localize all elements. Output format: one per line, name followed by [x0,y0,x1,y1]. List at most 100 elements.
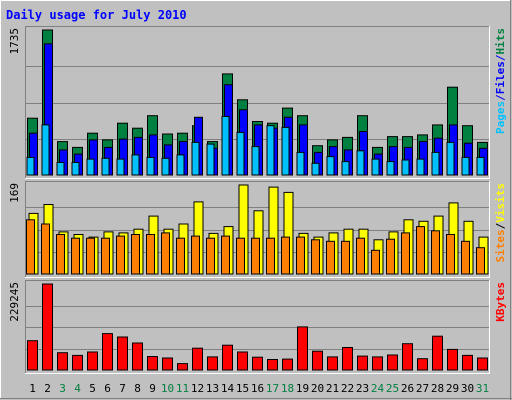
bar-sites-day-29 [446,234,455,275]
x-tick-label-day-22: 22 [341,382,354,395]
bar-sites-day-3 [56,234,65,275]
bar-pages-day-29 [446,141,455,176]
series-pages [26,116,485,176]
bar-sites-day-31 [476,247,485,275]
legend-entry: Hits [494,28,507,55]
bar-kbytes-day-13 [207,356,218,371]
series-sites [26,219,485,275]
bar-pages-day-15 [236,131,245,176]
bar-sites-day-10 [161,232,170,275]
x-tick-label-day-14: 14 [221,382,235,395]
bar-pages-day-11 [176,154,185,176]
bar-kbytes-day-19 [297,326,308,371]
x-tick-label-day-18: 18 [281,382,294,395]
bar-pages-day-8 [131,154,140,176]
bar-pages-day-16 [251,146,260,176]
bar-kbytes-day-2 [42,283,53,371]
bar-sites-day-27 [416,226,425,275]
x-tick-label-day-24: 24 [371,382,385,395]
x-tick-label-day-23: 23 [356,382,369,395]
bar-kbytes-day-7 [117,336,128,371]
bar-pages-day-10 [161,157,170,176]
bar-pages-day-6 [101,157,110,176]
x-tick-label-day-13: 13 [206,382,219,395]
series-kbytes [27,283,488,371]
bar-sites-day-26 [401,232,410,275]
bar-pages-day-24 [371,158,380,176]
bar-sites-day-16 [251,237,260,275]
bar-pages-day-7 [116,158,125,176]
bar-sites-day-21 [326,240,335,275]
x-tick-label-day-29: 29 [446,382,459,395]
bar-pages-day-21 [326,156,335,176]
bar-kbytes-day-8 [132,342,143,371]
x-tick-label-day-19: 19 [296,382,309,395]
x-tick-label-day-16: 16 [251,382,264,395]
bar-kbytes-day-22 [342,347,353,371]
bar-kbytes-day-31 [477,357,488,371]
bar-kbytes-day-10 [162,357,173,371]
bar-pages-day-31 [476,156,485,176]
x-tick-label-day-1: 1 [29,382,36,395]
bar-kbytes-day-3 [57,352,68,371]
bar-pages-day-23 [356,150,365,176]
x-tick-label-day-10: 10 [161,382,174,395]
bar-kbytes-day-18 [282,358,293,371]
bar-sites-day-30 [461,240,470,275]
x-tick-label-day-26: 26 [401,382,414,395]
x-tick-label-day-9: 9 [149,382,156,395]
bar-kbytes-day-5 [87,351,98,371]
bar-sites-day-14 [221,235,230,275]
bar-pages-day-27 [416,158,425,176]
bar-sites-day-4 [71,237,80,275]
bar-pages-day-5 [86,158,95,176]
bar-kbytes-day-29 [447,348,458,371]
x-tick-label-day-28: 28 [431,382,444,395]
bar-kbytes-day-24 [372,356,383,371]
bar-kbytes-day-6 [102,333,113,371]
bar-kbytes-day-11 [177,363,188,371]
legend-entry: / [494,54,507,61]
panel-visits-sites: 169 Sites/Visits [8,181,507,278]
bar-sites-day-6 [101,237,110,275]
panel-kbytes: 229245 KBytes [8,280,507,374]
bar-sites-day-18 [281,236,290,275]
x-tick-label-day-31: 31 [476,382,489,395]
y-max-label: 169 [8,183,21,203]
chart-panels: 1735Pages/Files/Hits169Sites/Visits22924… [8,26,507,374]
x-tick-label-day-30: 30 [461,382,474,395]
bar-kbytes-day-9 [147,356,158,371]
bar-sites-day-1 [26,219,35,275]
x-axis: 1 2 3 4 5 6 7 8 9 10 11 12 13 14 15 16 17 18 19 20 21 22 23 24 2… [29,382,489,395]
x-tick-label-day-25: 25 [386,382,399,395]
x-tick-label-day-15: 15 [236,382,249,395]
bar-sites-day-8 [131,234,140,275]
x-tick-label-day-2: 2 [44,382,51,395]
bar-kbytes-day-4 [72,354,83,371]
x-tick-label-day-12: 12 [191,382,204,395]
bar-kbytes-day-21 [327,356,338,371]
bar-sites-day-20 [311,239,320,275]
bar-sites-day-24 [371,249,380,275]
bar-sites-day-13 [206,237,215,275]
bar-pages-day-3 [56,162,65,176]
bar-pages-day-22 [341,161,350,176]
legend-entry: Sites [494,229,507,262]
bar-sites-day-23 [356,237,365,275]
bar-kbytes-day-23 [357,355,368,371]
legend-entry: Files [494,61,507,94]
x-tick-label-day-7: 7 [119,382,126,395]
bar-sites-day-11 [176,237,185,275]
x-tick-label-day-11: 11 [176,382,189,395]
legend-entry: Visits [494,183,507,223]
legend-entry: / [494,222,507,229]
bar-kbytes-day-15 [237,351,248,371]
bar-pages-day-19 [296,151,305,176]
bar-pages-day-1 [26,156,35,176]
y-max-label: 229245 [8,282,21,322]
bar-kbytes-day-14 [222,344,233,371]
bar-kbytes-day-17 [267,359,278,371]
bar-pages-day-13 [206,143,215,176]
x-tick-label-day-5: 5 [89,382,96,395]
